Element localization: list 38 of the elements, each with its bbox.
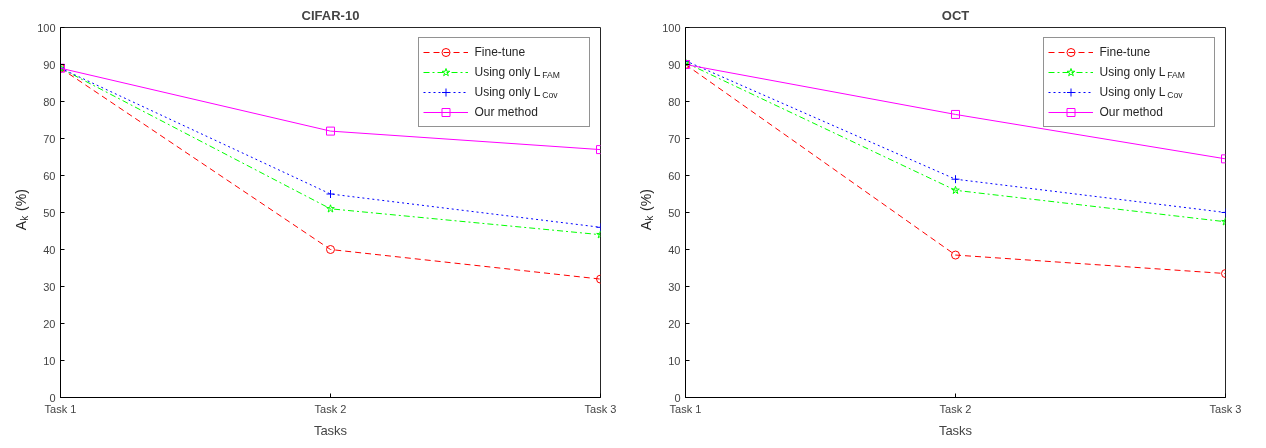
x-tick-label: Task 1	[44, 402, 77, 415]
x-axis-title: Tasks	[313, 422, 348, 438]
y-tick-label: 50	[668, 206, 681, 219]
y-tick-label: 70	[668, 132, 681, 145]
y-tick-label: 40	[668, 243, 681, 256]
x-axis-title: Tasks	[938, 422, 973, 438]
y-tick-label: 80	[668, 95, 681, 108]
y-tick-label: 100	[662, 21, 681, 34]
x-tick-label: Task 1	[669, 402, 702, 415]
y-tick-label: 100	[37, 21, 56, 34]
legend-label: Our method	[474, 104, 538, 119]
y-tick-label: 90	[43, 58, 56, 71]
y-tick-label: 60	[668, 169, 681, 182]
y-tick-label: 0	[674, 391, 681, 404]
y-tick-label: 30	[668, 280, 681, 293]
y-tick-label: 0	[49, 391, 56, 404]
y-tick-label: 70	[43, 132, 56, 145]
y-axis-title: Ak (%)	[12, 189, 31, 231]
y-tick-label: 10	[43, 354, 56, 367]
legend-label: Fine-tune	[474, 44, 526, 59]
y-axis-title: Ak (%)	[637, 189, 656, 231]
x-tick-label: Task 2	[314, 402, 347, 415]
x-tick-label: Task 3	[584, 402, 617, 415]
legend-label: Fine-tune	[1099, 44, 1151, 59]
chart-title: OCT	[941, 7, 970, 23]
y-tick-label: 30	[43, 280, 56, 293]
chart-title: CIFAR-10	[301, 7, 360, 23]
x-tick-label: Task 3	[1209, 402, 1242, 415]
x-tick-label: Task 2	[939, 402, 972, 415]
y-tick-label: 20	[43, 317, 56, 330]
legend-label: Our method	[1099, 104, 1163, 119]
y-tick-label: 60	[43, 169, 56, 182]
y-tick-label: 40	[43, 243, 56, 256]
y-tick-label: 90	[668, 58, 681, 71]
y-tick-label: 50	[43, 206, 56, 219]
y-tick-label: 10	[668, 354, 681, 367]
y-tick-label: 20	[668, 317, 681, 330]
y-tick-label: 80	[43, 95, 56, 108]
